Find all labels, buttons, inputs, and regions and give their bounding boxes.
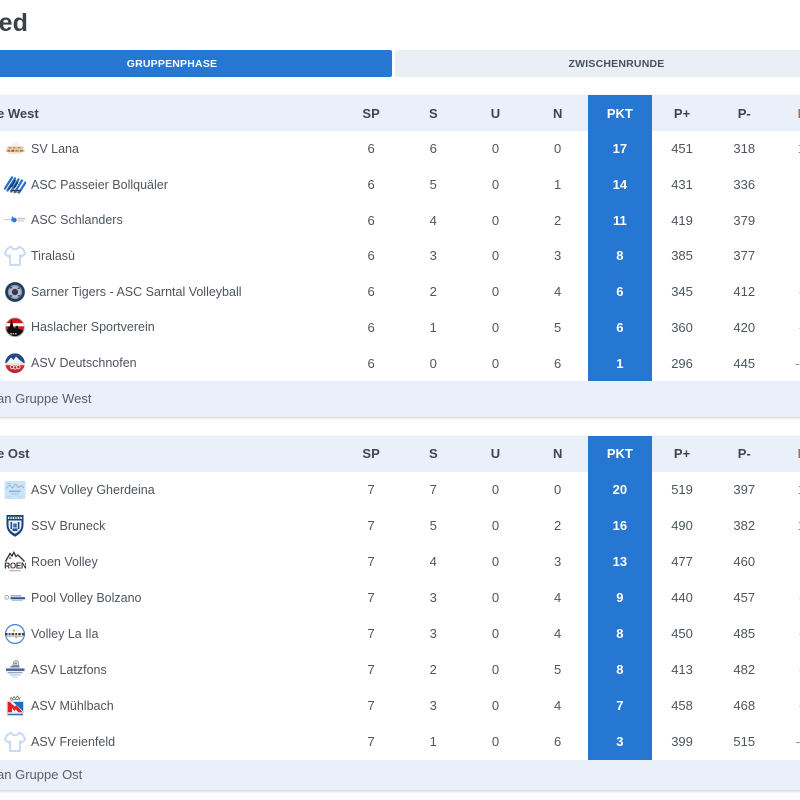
svg-text:ROEN: ROEN: [4, 561, 26, 570]
